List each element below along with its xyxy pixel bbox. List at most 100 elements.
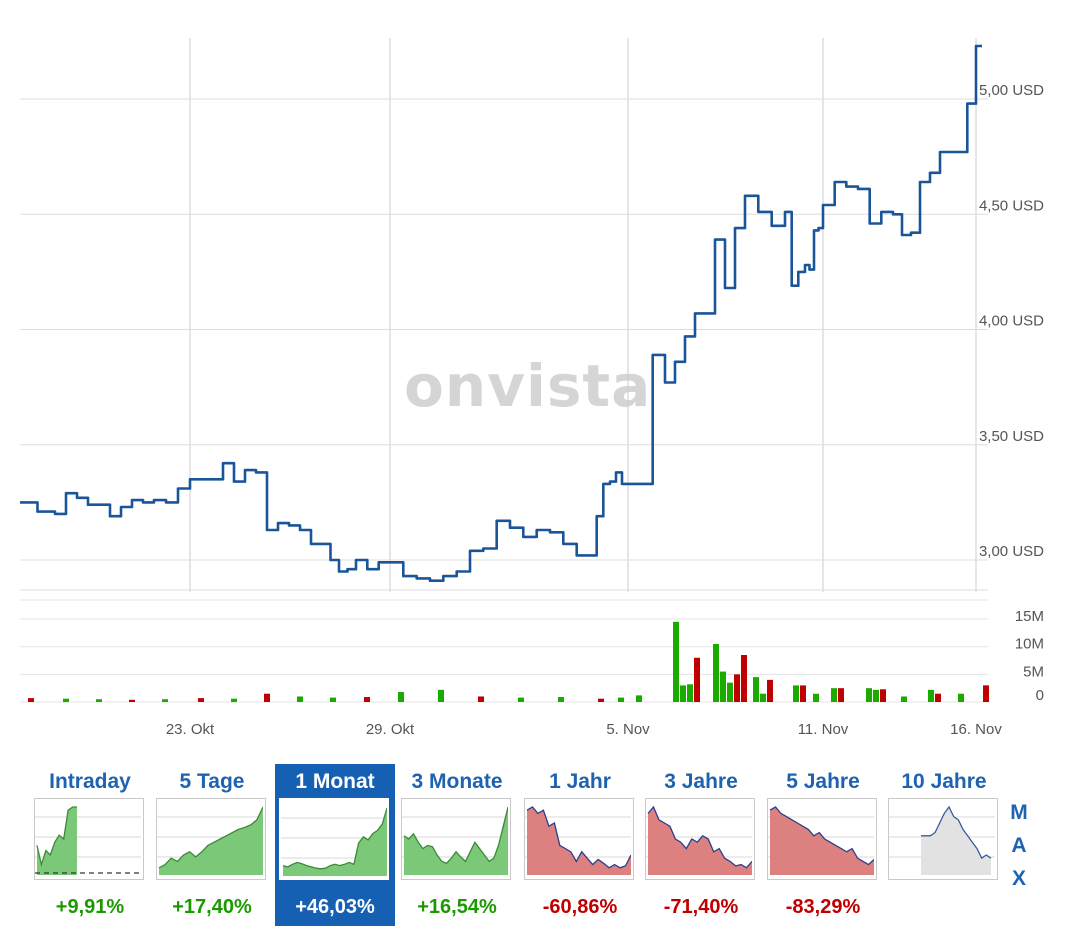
volume-bar [866,688,872,702]
period-tab-5-jahre[interactable]: 5 Jahre -83,29% [763,764,883,926]
period-label: 1 Monat [295,770,375,793]
period-tab-1-jahr[interactable]: 1 Jahr -60,86% [520,764,640,926]
volume-bar [364,697,370,702]
volume-bar [28,698,34,702]
period-tab-3-jahre[interactable]: 3 Jahre -71,40% [641,764,761,926]
volume-bar [760,693,766,702]
x-tick-label: 5. Nov [606,721,650,738]
volume-bar [727,682,733,702]
price-line-layer [20,44,982,582]
period-change: +46,03% [295,896,375,918]
volume-tick-label: 15M [1015,608,1044,625]
sparkline-svg [646,805,753,875]
volume-bar [741,655,747,702]
volume-bar [598,698,604,702]
max-letter-m: M [1010,801,1028,824]
volume-bar [558,697,564,702]
period-tab-3-monate[interactable]: 3 Monate +16,54% [397,764,517,926]
sparkline-area [37,807,77,875]
volume-bar [330,697,336,702]
volume-bar [478,696,484,702]
volume-bar [297,696,303,702]
sparkline-line [158,806,264,869]
volume-bar [767,679,773,702]
volume-bar [518,697,524,702]
sparkline-line [769,806,875,866]
y-axis-labels: 3,00 USD 3,50 USD 4,00 USD 4,50 USD 5,00 USD [979,82,1044,560]
volume-tick-label: 10M [1015,636,1044,653]
period-tab-5-tage[interactable]: 5 Tage +17,40% [152,764,272,926]
sparkline-svg [525,806,632,875]
period-sparkline [888,798,998,880]
period-sparkline [645,798,755,880]
price-line [20,44,982,582]
sparkline-area [159,807,263,875]
sparkline-area [770,807,874,875]
sparkline-svg [281,807,388,876]
volume-axis-labels: 0 5M 10M 15M [1015,608,1044,704]
volume-bar [793,685,799,702]
volume-bars [28,621,989,702]
period-label: 10 Jahre [901,770,987,793]
volume-bar [935,693,941,702]
period-label: 1 Jahr [549,770,611,793]
period-label: 5 Tage [179,770,245,793]
sparkline-svg [157,806,264,875]
volume-tick-label: 0 [1036,687,1044,704]
volume-bar [96,699,102,702]
sparkline-svg [889,805,995,875]
x-tick-label: 29. Okt [366,721,415,738]
watermark: onvista [404,352,651,420]
period-sparkline [767,798,877,880]
period-change: +17,40% [172,896,252,918]
y-tick-label: 5,00 USD [979,82,1044,99]
period-change: +16,54% [417,896,497,918]
volume-bar [880,689,886,702]
sparkline-svg [402,806,509,875]
volume-bar [873,689,879,702]
volume-bar [734,674,740,702]
volume-bar [673,621,679,702]
volume-bar [800,685,806,702]
volume-bar [63,698,69,702]
period-label: Intraday [49,770,131,793]
max-letter-a: A [1011,834,1027,857]
period-tab-1-monat[interactable]: 1 Monat +46,03% [275,764,395,926]
period-sparkline [524,798,634,880]
x-tick-label: 23. Okt [166,721,215,738]
y-tick-label: 3,50 USD [979,428,1044,445]
sparkline-svg [35,806,141,875]
x-tick-label: 11. Nov [798,721,849,738]
period-tab-10-jahre[interactable]: 10 Jahre [884,764,1004,926]
period-change: +9,91% [55,896,125,918]
volume-bar [958,693,964,702]
max-letter-x: X [1011,867,1026,890]
price-volume-chart[interactable]: onvista 3,00 USD 3,50 USD 4,00 USD 4,50 USD… [0,0,1077,760]
sparkline-line [403,806,509,865]
sparkline-line [921,805,992,860]
volume-bar [838,688,844,702]
volume-bar [636,695,642,702]
period-sparkline [34,798,144,880]
x-axis-labels: 23. Okt 29. Okt 5. Nov 11. Nov 16. Nov [166,721,1003,738]
volume-bar [687,684,693,702]
volume-grid [20,599,988,703]
y-tick-label: 4,00 USD [979,313,1044,330]
sparkline-line [282,807,388,870]
volume-bar [753,677,759,702]
period-sparkline [156,798,266,880]
period-label: 5 Jahre [786,770,860,793]
x-tick-label: 16. Nov [950,721,1002,738]
sparkline-area [921,807,991,875]
grid-layer [20,38,988,592]
sparkline-area [283,808,387,876]
period-change: -60,86% [542,896,618,918]
period-tab-intraday[interactable]: Intraday +9,91% [30,764,150,926]
max-period-button[interactable]: M A X [1004,796,1034,895]
volume-bar [438,689,444,702]
volume-bar [928,689,934,702]
period-change: -71,40% [663,896,739,918]
volume-bar [398,692,404,702]
volume-bar [618,697,624,702]
period-sparkline [279,798,389,880]
